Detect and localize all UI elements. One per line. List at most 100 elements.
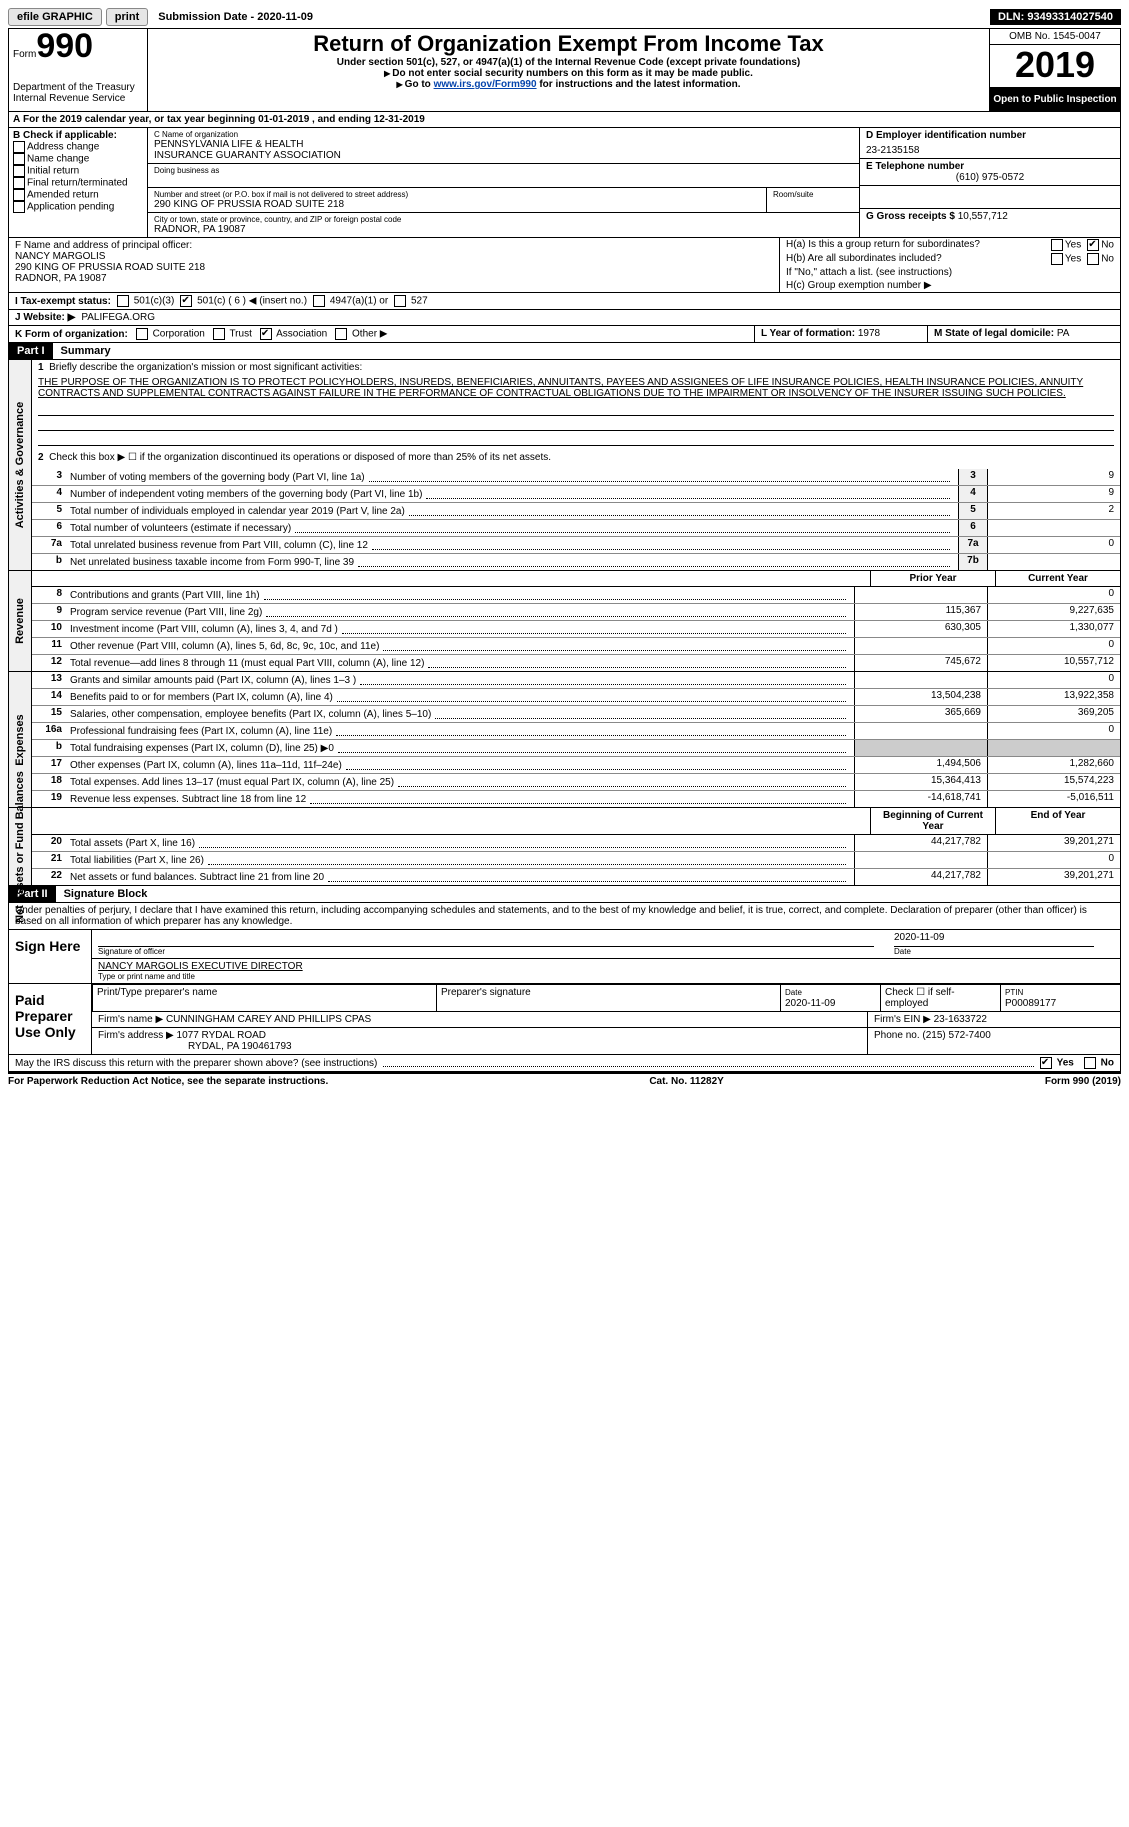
line-prior: 13,504,238 [854, 689, 987, 705]
form-prefix: Form [13, 49, 36, 60]
firm-ein-value: 23-1633722 [934, 1014, 987, 1025]
line-1: 1 Briefly describe the organization's mi… [32, 360, 1120, 375]
row-a-prefix: A [13, 114, 20, 125]
box-d: D Employer identification number 23-2135… [860, 128, 1120, 159]
line-prior: 44,217,782 [854, 869, 987, 885]
line-num: 3 [32, 469, 66, 485]
line-num: 19 [32, 791, 66, 807]
check-address-change[interactable]: Address change [13, 141, 143, 153]
check-name-change[interactable]: Name change [13, 153, 143, 165]
h-b-no[interactable]: No [1087, 253, 1114, 265]
opt-assoc[interactable]: Association [260, 328, 327, 340]
header-left: Form990 Department of the Treasury Inter… [9, 29, 148, 111]
h-a-no[interactable]: No [1087, 239, 1114, 251]
declaration-text: Under penalties of perjury, I declare th… [9, 903, 1120, 929]
line-box: 4 [958, 486, 987, 502]
line-current: 1,282,660 [987, 757, 1120, 773]
preparer-header-grid: Print/Type preparer's name Preparer's si… [92, 984, 1120, 1011]
line-num: 5 [32, 503, 66, 519]
line-11: 11Other revenue (Part VIII, column (A), … [32, 638, 1120, 655]
box-f: F Name and address of principal officer:… [9, 238, 779, 292]
h-b-yes[interactable]: Yes [1051, 253, 1081, 265]
line-num: b [32, 554, 66, 570]
line-current: 0 [987, 672, 1120, 688]
section-net-assets: Net Assets or Fund Balances Beginning of… [8, 808, 1121, 886]
line-val: 2 [987, 503, 1120, 519]
line-5: 5Total number of individuals employed in… [32, 503, 1120, 520]
h-c: H(c) Group exemption number ▶ [780, 279, 1120, 292]
check-final-return[interactable]: Final return/terminated [13, 177, 143, 189]
line-prior [854, 638, 987, 654]
net-col-header: Beginning of Current Year End of Year [32, 808, 1120, 835]
sig-name-line: NANCY MARGOLIS EXECUTIVE DIRECTOR Type o… [92, 959, 1120, 983]
submission-date-value: 2020-11-09 [257, 11, 313, 23]
col-end-year: End of Year [995, 808, 1120, 834]
officer-addr: 290 KING OF PRUSSIA ROAD SUITE 218 [15, 262, 773, 273]
line-desc: Net assets or fund balances. Subtract li… [66, 869, 854, 885]
line-num: 12 [32, 655, 66, 671]
line-current [987, 740, 1120, 756]
line-9: 9Program service revenue (Part VIII, lin… [32, 604, 1120, 621]
line-num: 21 [32, 852, 66, 868]
check-initial-return[interactable]: Initial return [13, 165, 143, 177]
opt-other[interactable]: Other ▶ [335, 328, 387, 340]
firm-name-row: Firm's name ▶ CUNNINGHAM CAREY AND PHILL… [92, 1011, 1120, 1027]
form-number-value: 990 [36, 27, 93, 65]
blank-2 [38, 416, 1114, 431]
line-14: 14Benefits paid to or for members (Part … [32, 689, 1120, 706]
line-val [987, 520, 1120, 536]
line-desc: Total unrelated business revenue from Pa… [66, 537, 958, 553]
line-prior [854, 852, 987, 868]
line-b: bNet unrelated business taxable income f… [32, 554, 1120, 570]
opt-trust[interactable]: Trust [213, 328, 252, 340]
prep-ptin-cell: PTINP00089177 [1000, 984, 1120, 1011]
line-num: 15 [32, 706, 66, 722]
line-num: 4 [32, 486, 66, 502]
firm-ein-label: Firm's EIN ▶ [874, 1014, 931, 1025]
line-1-label: Briefly describe the organization's miss… [49, 362, 362, 373]
line-box: 6 [958, 520, 987, 536]
city-cell: City or town, state or province, country… [148, 213, 859, 237]
discuss-no[interactable]: No [1084, 1057, 1114, 1069]
box-b-label: B Check if applicable: [13, 130, 143, 141]
check-application-pending[interactable]: Application pending [13, 201, 143, 213]
prep-date-value: 2020-11-09 [785, 998, 835, 1009]
prep-self-employed: Check ☐ if self-employed [880, 984, 1000, 1011]
box-h: H(a) Is this a group return for subordin… [779, 238, 1120, 292]
box-m: M State of legal domicile: PA [927, 326, 1120, 342]
form-title: Return of Organization Exempt From Incom… [154, 31, 983, 57]
row-i-tax-status: I Tax-exempt status: 501(c)(3) 501(c) ( … [8, 293, 1121, 310]
dln-badge: DLN: 93493314027540 [990, 9, 1121, 25]
opt-corp[interactable]: Corporation [136, 328, 205, 340]
discuss-yes[interactable]: Yes [1040, 1057, 1074, 1069]
h-b-note: If "No," attach a list. (see instruction… [780, 266, 1120, 279]
form-header: Form990 Department of the Treasury Inter… [8, 28, 1121, 111]
room-label: Room/suite [773, 190, 853, 199]
opt-501c3[interactable]: 501(c)(3) [117, 295, 174, 307]
irs-link[interactable]: www.irs.gov/Form990 [434, 79, 537, 90]
h-a-yes[interactable]: Yes [1051, 239, 1081, 251]
opt-501c[interactable]: 501(c) ( 6 ) ◀ (insert no.) [180, 295, 307, 307]
firm-name-label: Firm's name ▶ [98, 1014, 163, 1025]
prep-name-header: Print/Type preparer's name [92, 984, 436, 1011]
section-expenses: Expenses 13Grants and similar amounts pa… [8, 672, 1121, 808]
row-k-l: K Form of organization: Corporation Trus… [8, 326, 1121, 343]
check-amended-return[interactable]: Amended return [13, 189, 143, 201]
line-16a: 16aProfessional fundraising fees (Part I… [32, 723, 1120, 740]
box-g: G Gross receipts $ 10,557,712 [860, 209, 1120, 224]
footer-right: Form 990 (2019) [1045, 1076, 1121, 1087]
opt-4947[interactable]: 4947(a)(1) or [313, 295, 388, 307]
form-subtitle: Under section 501(c), 527, or 4947(a)(1)… [154, 57, 983, 68]
note-link-suffix: for instructions and the latest informat… [539, 79, 740, 90]
print-button[interactable]: print [106, 8, 148, 26]
line-15: 15Salaries, other compensation, employee… [32, 706, 1120, 723]
line-num: 7a [32, 537, 66, 553]
submission-date-label: Submission Date - [158, 11, 257, 23]
submission-date: Submission Date - 2020-11-09 [152, 9, 319, 25]
opt-527[interactable]: 527 [394, 295, 427, 307]
line-current: 39,201,271 [987, 835, 1120, 851]
box-e: E Telephone number (610) 975-0572 [860, 159, 1120, 186]
phone-label: E Telephone number [866, 161, 1114, 172]
line-prior [854, 587, 987, 603]
signature-block: Under penalties of perjury, I declare th… [8, 903, 1121, 1072]
